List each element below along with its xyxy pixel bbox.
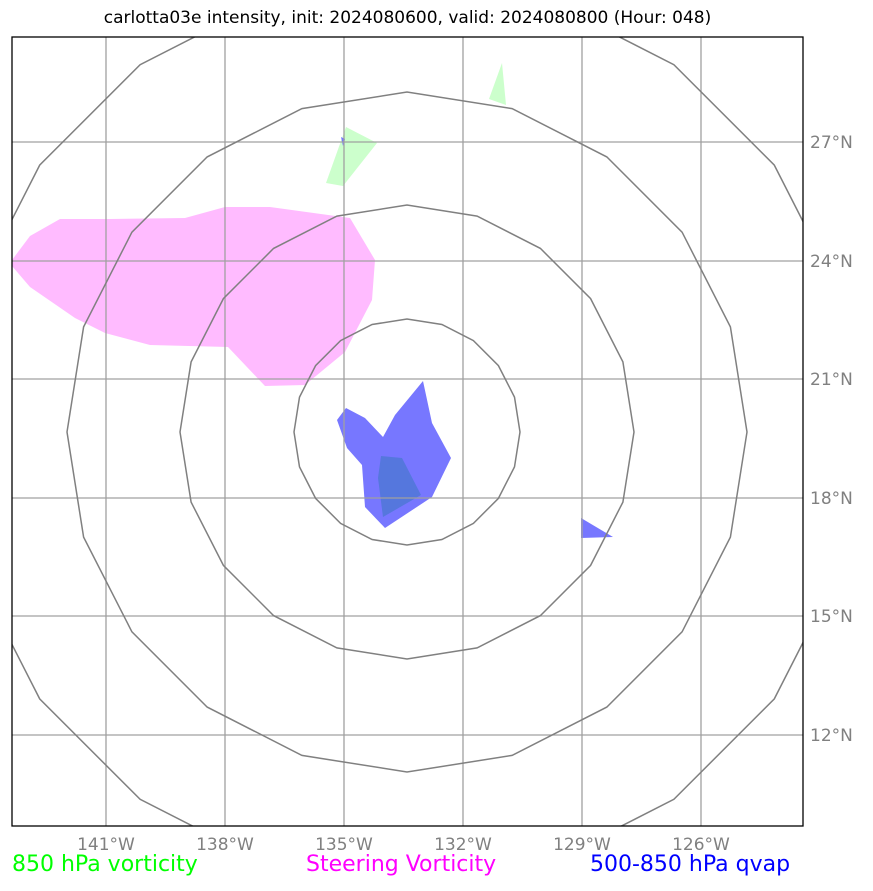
qvap-region [337,381,451,528]
graticule [12,37,803,826]
lon-tick-label: 135°W [315,835,373,855]
lat-tick-label: 24°N [810,252,853,272]
legend-steering-vorticity: Steering Vorticity [306,852,497,877]
qvap-region [581,518,613,538]
range-ring [293,318,521,546]
legend-qvap: 500-850 hPa qvap [590,852,791,877]
qvap-region-dark [378,456,421,517]
plot-frame [11,36,804,827]
lat-tick-label: 12°N [810,726,853,746]
lon-tick-label: 141°W [77,835,135,855]
lat-tick-label: 15°N [810,607,853,627]
figure-title: carlotta03e intensity, init: 2024080600,… [103,8,712,28]
lat-tick-label: 18°N [810,489,853,509]
lon-tick-label: 129°W [553,835,611,855]
lat-tick-label: 21°N [810,370,853,390]
lat-tick-label: 27°N [810,133,853,153]
legend-850-vorticity: 850 hPa vorticity [12,852,198,877]
lon-tick-label: 132°W [434,835,492,855]
lon-tick-label: 126°W [672,835,730,855]
lon-tick-label: 138°W [196,835,254,855]
range-ring [66,91,748,773]
steering-vorticity-region [12,207,375,386]
vorticity-850-region [489,63,506,105]
range-ring [179,204,635,660]
